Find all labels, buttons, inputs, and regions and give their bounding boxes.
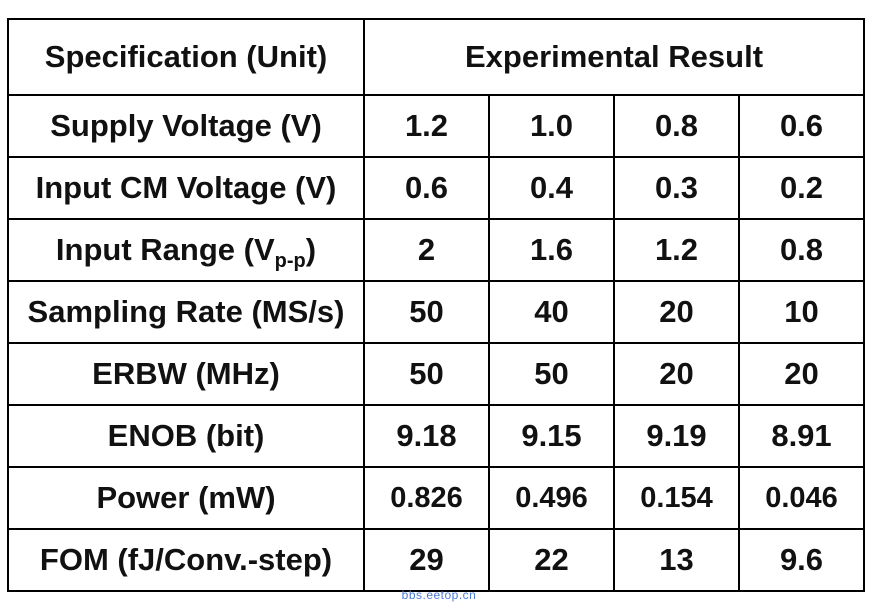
value-cell: 10 [738, 280, 865, 344]
value-cell: 0.6 [363, 156, 490, 220]
table-row: Power (mW) 0.826 0.496 0.154 0.046 [7, 466, 865, 530]
row-label: Input Range (Vp-p) [7, 218, 365, 282]
value-cell: 0.8 [613, 94, 740, 158]
row-label: Input CM Voltage (V) [7, 156, 365, 220]
row-label: ERBW (MHz) [7, 342, 365, 406]
value-cell: 0.6 [738, 94, 865, 158]
value-cell: 1.6 [488, 218, 615, 282]
table-row: Input Range (Vp-p) 2 1.6 1.2 0.8 [7, 218, 865, 282]
value-cell: 0.8 [738, 218, 865, 282]
value-cell: 1.2 [613, 218, 740, 282]
value-cell: 13 [613, 528, 740, 592]
row-label: Supply Voltage (V) [7, 94, 365, 158]
value-cell: 20 [613, 342, 740, 406]
value-cell: 0.154 [613, 466, 740, 530]
table-row: ERBW (MHz) 50 50 20 20 [7, 342, 865, 406]
value-cell: 29 [363, 528, 490, 592]
value-cell: 0.3 [613, 156, 740, 220]
header-row: Specification (Unit) Experimental Result [7, 18, 865, 96]
row-label-subscript: p-p [274, 250, 306, 272]
row-label: ENOB (bit) [7, 404, 365, 468]
value-cell: 0.4 [488, 156, 615, 220]
value-cell: 0.046 [738, 466, 865, 530]
value-cell: 9.6 [738, 528, 865, 592]
result-header: Experimental Result [363, 18, 865, 96]
value-cell: 50 [488, 342, 615, 406]
value-cell: 9.19 [613, 404, 740, 468]
specification-table: Specification (Unit) Experimental Result… [7, 18, 865, 592]
value-cell: 0.2 [738, 156, 865, 220]
value-cell: 0.496 [488, 466, 615, 530]
row-label-end: ) [305, 232, 317, 267]
table-row: Input CM Voltage (V) 0.6 0.4 0.3 0.2 [7, 156, 865, 220]
watermark: bbs.eetop.cn [401, 588, 477, 602]
row-label: FOM (fJ/Conv.-step) [7, 528, 365, 592]
value-cell: 20 [738, 342, 865, 406]
value-cell: 1.0 [488, 94, 615, 158]
value-cell: 20 [613, 280, 740, 344]
spec-header: Specification (Unit) [7, 18, 365, 96]
value-cell: 50 [363, 342, 490, 406]
value-cell: 40 [488, 280, 615, 344]
table-row: FOM (fJ/Conv.-step) 29 22 13 9.6 [7, 528, 865, 592]
row-label-main: Input Range (V [55, 232, 275, 267]
value-cell: 1.2 [363, 94, 490, 158]
value-cell: 0.826 [363, 466, 490, 530]
value-cell: 50 [363, 280, 490, 344]
table-row: Sampling Rate (MS/s) 50 40 20 10 [7, 280, 865, 344]
row-label: Power (mW) [7, 466, 365, 530]
value-cell: 2 [363, 218, 490, 282]
value-cell: 9.18 [363, 404, 490, 468]
row-label: Sampling Rate (MS/s) [7, 280, 365, 344]
table-row: ENOB (bit) 9.18 9.15 9.19 8.91 [7, 404, 865, 468]
value-cell: 8.91 [738, 404, 865, 468]
value-cell: 22 [488, 528, 615, 592]
table-row: Supply Voltage (V) 1.2 1.0 0.8 0.6 [7, 94, 865, 158]
value-cell: 9.15 [488, 404, 615, 468]
